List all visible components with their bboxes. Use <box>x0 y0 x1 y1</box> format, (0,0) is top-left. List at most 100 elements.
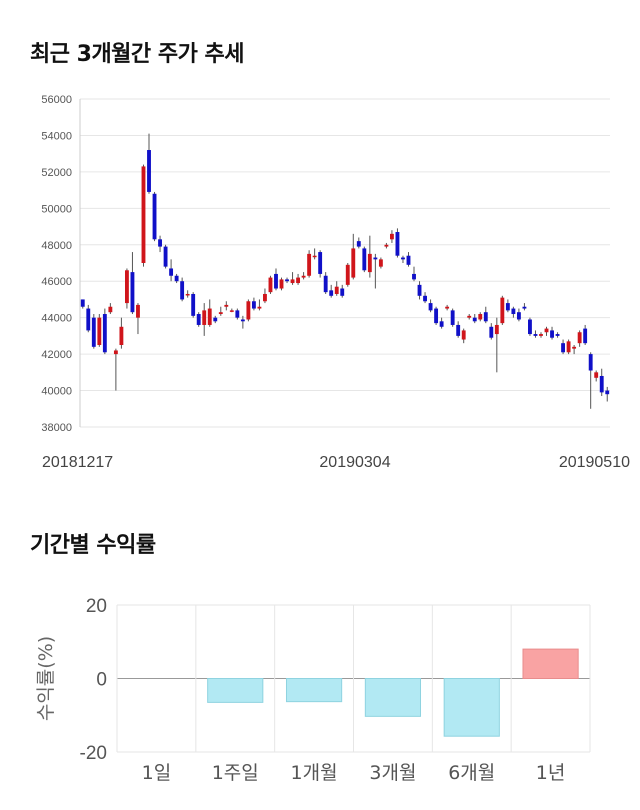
candle <box>378 257 383 269</box>
candle <box>472 314 477 324</box>
candle <box>224 301 229 311</box>
y-tick-label: 52000 <box>41 167 72 179</box>
candle <box>97 314 102 347</box>
candle-body <box>505 303 510 311</box>
candle-body <box>434 308 439 324</box>
candle-body <box>329 290 334 296</box>
candle-body <box>257 306 262 309</box>
candle <box>461 328 466 344</box>
candle-body <box>583 328 588 344</box>
candle-body <box>472 317 477 322</box>
candle <box>246 299 251 322</box>
candle-body <box>229 310 234 312</box>
y-tick-label: 56000 <box>41 94 72 106</box>
candle-body <box>152 193 157 240</box>
candle-body <box>246 301 251 320</box>
candle <box>329 284 334 298</box>
candle-body <box>235 310 240 318</box>
candle-body <box>91 317 96 347</box>
candle <box>478 312 483 322</box>
candle <box>113 348 118 391</box>
candle-body <box>174 275 179 282</box>
candle <box>345 263 350 287</box>
candle <box>207 299 212 327</box>
candle-body <box>423 295 427 302</box>
candle <box>428 299 433 313</box>
candle-body <box>180 281 185 300</box>
candle <box>605 386 610 402</box>
candle-body <box>528 319 532 335</box>
candle <box>500 295 505 325</box>
period-returns-title: 기간별 수익률 <box>30 533 156 558</box>
candle <box>229 308 234 313</box>
candle <box>174 273 179 284</box>
candle <box>191 292 196 318</box>
candle <box>417 281 422 300</box>
candle <box>274 268 278 291</box>
y-tick-label: 50000 <box>41 203 72 215</box>
y-axis-label: 수익률(%) <box>35 636 57 721</box>
candle <box>279 277 284 291</box>
candle <box>263 288 267 304</box>
y-tick-label: 38000 <box>41 422 72 434</box>
candle <box>119 317 124 349</box>
candle <box>136 303 140 335</box>
candle-body <box>108 306 113 313</box>
candle-body <box>268 277 273 293</box>
candle-body <box>533 334 538 336</box>
candle-body <box>401 257 405 260</box>
candle-body <box>318 252 323 274</box>
candle-body <box>461 330 466 340</box>
x-tick-label: 20181217 <box>42 454 113 471</box>
candle-body <box>450 310 455 325</box>
candle-body <box>202 310 207 325</box>
candle-body <box>136 304 140 318</box>
candle-body <box>439 321 444 327</box>
candle-body <box>511 308 516 315</box>
candle-body <box>483 312 488 322</box>
candle-body <box>323 275 328 293</box>
x-tick-label: 20190304 <box>319 454 390 471</box>
candle <box>80 299 85 309</box>
candle-body <box>163 246 168 267</box>
y-tick-label: -20 <box>80 743 107 764</box>
candle-body <box>428 303 433 311</box>
candle <box>318 250 323 278</box>
candle <box>572 345 577 355</box>
candle-body <box>378 259 383 267</box>
candle <box>401 255 405 263</box>
candle-body <box>456 324 461 336</box>
candle-body <box>301 275 306 278</box>
candle-body <box>86 308 91 331</box>
candle-body <box>395 232 400 256</box>
candle <box>356 237 361 249</box>
candle-body <box>345 264 350 285</box>
candle <box>307 250 312 278</box>
x-tick-label: 3개월 <box>369 762 416 784</box>
candle-body <box>124 270 129 304</box>
return-bar <box>364 678 422 717</box>
x-tick-label: 1일 <box>142 762 172 784</box>
candle <box>555 332 560 338</box>
candle-body <box>274 273 278 289</box>
candle <box>351 233 356 280</box>
y-tick-label: 0 <box>96 670 107 691</box>
x-tick-label: 1주일 <box>212 762 259 784</box>
candle-body <box>494 324 499 335</box>
candle <box>439 317 444 329</box>
candle-body <box>577 332 582 344</box>
candle-body <box>102 314 107 353</box>
candle <box>505 299 510 313</box>
candle <box>240 315 245 329</box>
candle-body <box>384 244 389 247</box>
candle-body <box>356 241 361 247</box>
candle-body <box>224 304 229 307</box>
candle-body <box>594 372 599 378</box>
candle-body <box>572 346 577 349</box>
y-tick-label: 42000 <box>41 349 72 361</box>
candle-body <box>158 239 162 247</box>
y-tick-label: 20 <box>86 596 107 617</box>
candle <box>86 304 91 333</box>
candle-body <box>544 328 549 333</box>
candle <box>528 317 532 336</box>
